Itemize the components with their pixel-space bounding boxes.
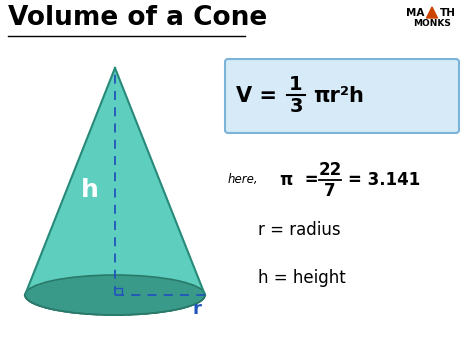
- Text: 1: 1: [289, 75, 303, 95]
- Text: Volume of a Cone: Volume of a Cone: [8, 5, 267, 31]
- FancyBboxPatch shape: [225, 59, 459, 133]
- Text: = 3.141: = 3.141: [348, 171, 420, 189]
- Text: r: r: [192, 300, 201, 318]
- Ellipse shape: [25, 275, 205, 315]
- Text: h = height: h = height: [258, 269, 346, 287]
- Text: h: h: [81, 178, 99, 202]
- Text: 3: 3: [289, 97, 303, 116]
- Text: here,: here,: [228, 174, 259, 186]
- Text: r = radius: r = radius: [258, 221, 341, 239]
- Text: 22: 22: [319, 161, 342, 179]
- Text: TH: TH: [439, 8, 456, 18]
- Text: MA: MA: [406, 8, 425, 18]
- Text: πr²h: πr²h: [313, 86, 364, 106]
- Polygon shape: [25, 68, 205, 295]
- Text: V =: V =: [236, 86, 284, 106]
- Text: MONKS: MONKS: [413, 19, 451, 28]
- Polygon shape: [427, 7, 438, 18]
- Text: π  =: π =: [280, 171, 319, 189]
- Text: 7: 7: [324, 182, 336, 200]
